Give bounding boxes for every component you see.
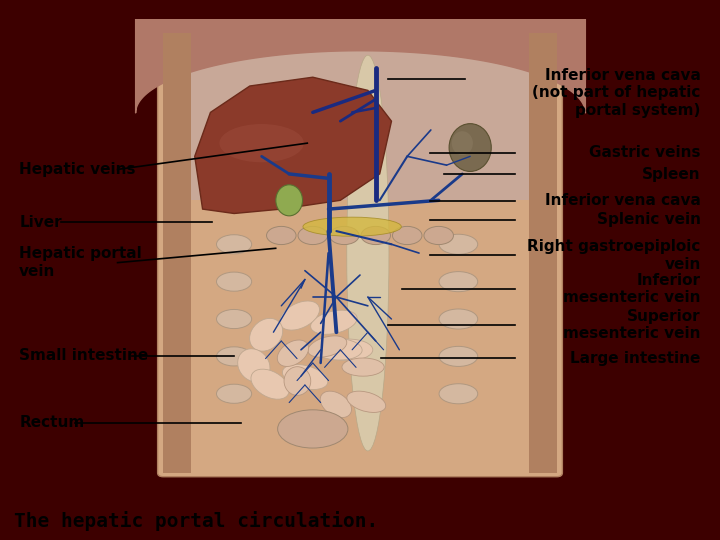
Ellipse shape [279,301,320,330]
Polygon shape [194,77,392,213]
FancyBboxPatch shape [158,29,562,477]
Ellipse shape [320,391,351,417]
Ellipse shape [217,272,252,291]
Ellipse shape [313,339,362,360]
Ellipse shape [342,358,384,376]
Ellipse shape [251,369,289,399]
Text: Inferior vena cava: Inferior vena cava [545,193,701,208]
Ellipse shape [347,55,389,451]
Ellipse shape [323,339,373,361]
Ellipse shape [310,310,357,334]
FancyBboxPatch shape [163,33,557,200]
Text: Rectum: Rectum [19,415,84,430]
Text: Right gastroepiploic
vein: Right gastroepiploic vein [528,239,701,272]
Ellipse shape [439,309,477,329]
Ellipse shape [303,217,401,236]
Ellipse shape [439,234,477,254]
Text: Hepatic portal
vein: Hepatic portal vein [19,246,142,279]
Ellipse shape [217,235,252,254]
Text: Inferior vena cava
(not part of hepatic
portal system): Inferior vena cava (not part of hepatic … [533,68,701,118]
Text: The hepatic portal circulation.: The hepatic portal circulation. [14,511,379,531]
FancyBboxPatch shape [528,33,557,473]
Text: Liver: Liver [19,214,62,230]
Ellipse shape [238,349,270,382]
Ellipse shape [424,226,454,245]
Ellipse shape [308,336,347,357]
Text: Hepatic veins: Hepatic veins [19,162,135,177]
Ellipse shape [451,131,473,155]
Ellipse shape [217,384,252,403]
FancyBboxPatch shape [163,33,192,473]
Ellipse shape [278,410,348,448]
Ellipse shape [347,391,386,413]
Text: Gastric veins: Gastric veins [589,145,701,160]
Ellipse shape [217,347,252,366]
Ellipse shape [277,340,309,367]
Ellipse shape [330,226,359,245]
Ellipse shape [439,384,477,404]
Ellipse shape [298,226,328,245]
Ellipse shape [276,185,302,216]
Ellipse shape [361,226,390,245]
Ellipse shape [266,226,296,245]
Text: Inferior
mesenteric vein: Inferior mesenteric vein [563,273,701,305]
Ellipse shape [439,346,477,367]
Text: Splenic vein: Splenic vein [597,212,701,227]
Text: Superior
mesenteric vein: Superior mesenteric vein [563,308,701,341]
Ellipse shape [250,319,283,351]
Text: Spleen: Spleen [642,167,701,182]
Ellipse shape [282,364,328,389]
Ellipse shape [449,124,491,171]
Ellipse shape [439,272,477,292]
Ellipse shape [392,226,422,245]
Ellipse shape [284,367,311,395]
Ellipse shape [220,124,304,162]
Ellipse shape [217,309,252,328]
Text: Small intestine: Small intestine [19,348,148,363]
Text: Large intestine: Large intestine [570,350,701,366]
